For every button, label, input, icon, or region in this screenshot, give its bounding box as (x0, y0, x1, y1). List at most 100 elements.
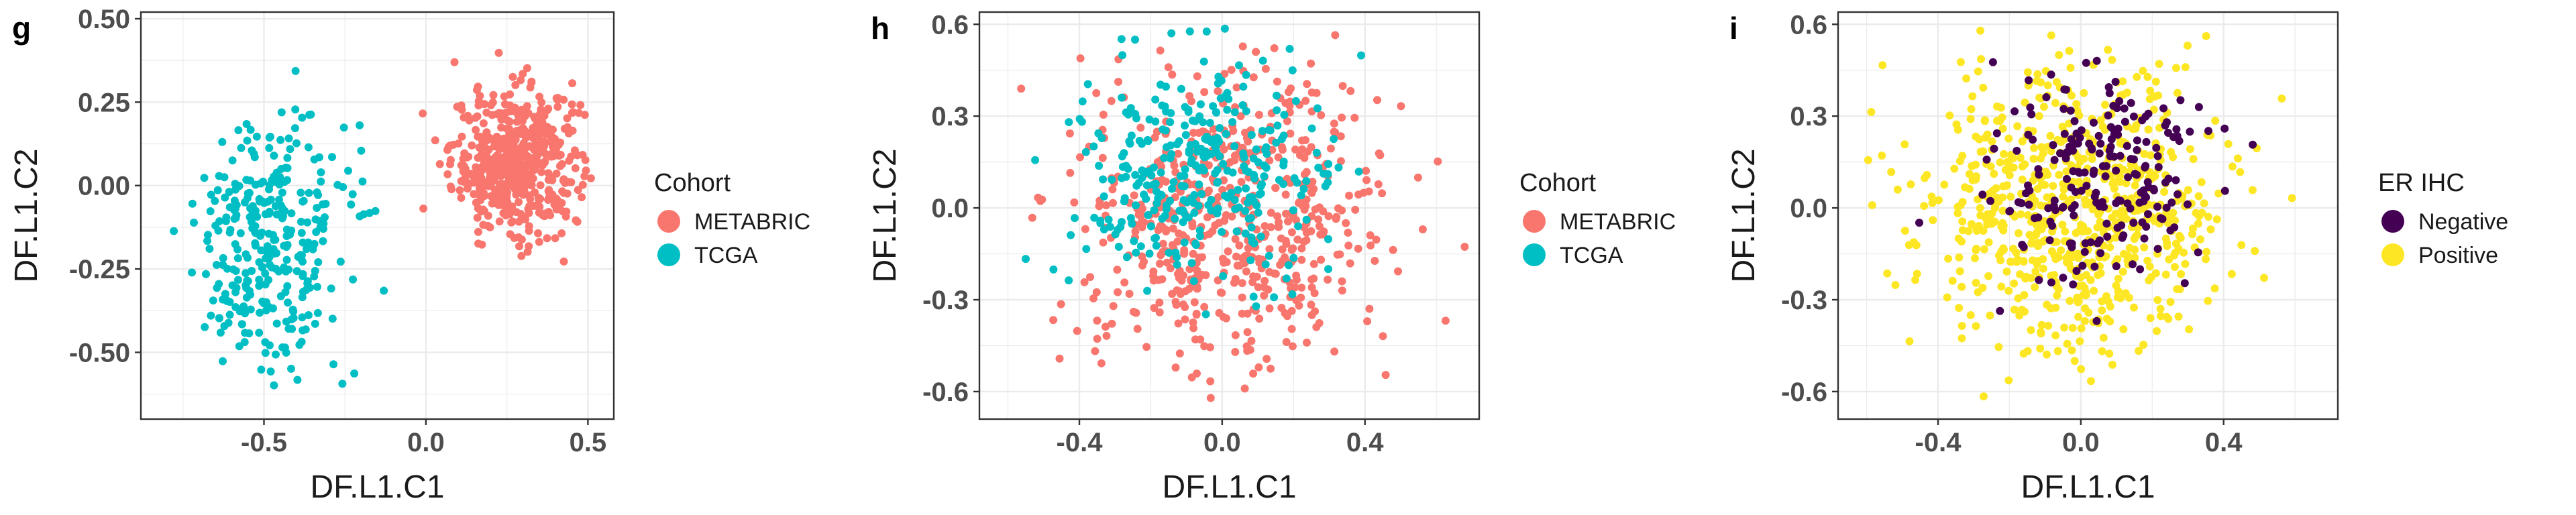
point-tcga (297, 229, 306, 237)
point-tcga (206, 207, 215, 215)
point-metabric (549, 133, 557, 142)
point-tcga (1187, 194, 1196, 203)
point-negative (2129, 112, 2138, 121)
point-tcga (1218, 227, 1226, 236)
point-metabric (1130, 191, 1138, 200)
point-metabric (497, 123, 506, 132)
point-tcga (319, 200, 327, 209)
point-positive (1962, 74, 1971, 82)
point-tcga (269, 245, 278, 253)
point-tcga (282, 243, 290, 251)
point-positive (1986, 162, 1995, 171)
point-metabric (1109, 302, 1118, 310)
point-metabric (1187, 97, 1195, 105)
point-tcga (1179, 208, 1188, 217)
point-metabric (1238, 293, 1246, 302)
point-negative (2184, 200, 2192, 209)
point-positive (2171, 64, 2180, 72)
point-tcga (1239, 149, 1248, 158)
point-metabric (1066, 168, 1075, 177)
point-metabric (563, 114, 572, 123)
point-tcga (1138, 139, 1146, 148)
point-metabric (1270, 44, 1279, 52)
point-positive (1976, 148, 1985, 156)
point-tcga (1095, 162, 1104, 170)
point-metabric (1274, 153, 1283, 162)
point-tcga (1265, 251, 1273, 260)
point-tcga (1124, 164, 1132, 173)
point-positive (2288, 194, 2296, 203)
point-tcga (1256, 232, 1265, 241)
point-tcga (1144, 137, 1152, 146)
point-metabric (1136, 123, 1145, 132)
point-metabric (508, 72, 517, 81)
point-positive (2039, 149, 2047, 158)
point-tcga (291, 105, 300, 114)
point-negative (2092, 317, 2101, 325)
point-metabric (1287, 325, 1296, 333)
point-metabric (1315, 319, 1324, 327)
point-metabric (447, 185, 455, 194)
point-metabric (555, 205, 564, 214)
point-metabric (1309, 274, 1318, 283)
point-positive (2111, 233, 2120, 242)
point-positive (2047, 31, 2055, 40)
point-negative (2094, 239, 2102, 247)
point-positive (1999, 182, 2008, 190)
point-positive (2151, 77, 2160, 86)
point-metabric (1114, 288, 1122, 296)
point-positive (2153, 296, 2162, 304)
point-positive (1972, 132, 1980, 141)
point-positive (1878, 61, 1887, 70)
point-positive (2113, 255, 2122, 264)
point-positive (2031, 267, 2040, 276)
point-tcga (248, 202, 257, 211)
point-tcga (1169, 178, 1178, 186)
point-negative (2006, 207, 2015, 215)
point-negative (2058, 203, 2067, 212)
point-tcga (1219, 160, 1228, 168)
point-positive (2044, 321, 2053, 330)
point-negative (2186, 127, 2194, 136)
point-tcga (1099, 175, 1108, 184)
point-tcga (219, 253, 227, 262)
point-metabric (1098, 154, 1107, 162)
point-tcga (266, 367, 275, 376)
point-metabric (1107, 97, 1116, 105)
point-metabric (530, 166, 539, 174)
point-tcga (313, 308, 322, 317)
point-positive (1957, 334, 1966, 343)
point-negative (2063, 174, 2071, 183)
point-metabric (1366, 241, 1375, 250)
point-tcga (1232, 227, 1241, 236)
point-positive (2021, 274, 2030, 283)
point-tcga (261, 280, 270, 289)
point-tcga (1181, 165, 1189, 174)
point-metabric (1261, 64, 1270, 73)
point-negative (2164, 174, 2173, 183)
point-metabric (455, 186, 464, 194)
point-metabric (499, 209, 508, 217)
point-positive (2039, 264, 2047, 273)
point-metabric (1108, 185, 1117, 194)
point-metabric (464, 179, 473, 188)
point-positive (2139, 341, 2148, 349)
point-metabric (551, 234, 559, 243)
point-tcga (250, 150, 258, 158)
point-positive (2068, 91, 2076, 100)
point-metabric (514, 148, 523, 157)
point-metabric (1049, 316, 1058, 325)
point-metabric (1255, 314, 1264, 323)
point-metabric (1338, 206, 1346, 215)
point-metabric (1303, 80, 1311, 89)
point-metabric (559, 188, 568, 197)
plot-area (1838, 12, 2338, 419)
point-tcga (213, 284, 221, 292)
point-tcga (1223, 166, 1232, 175)
point-negative (2059, 105, 2068, 113)
point-negative (2069, 280, 2078, 289)
point-metabric (547, 172, 556, 181)
point-metabric (586, 174, 595, 182)
point-negative (2105, 89, 2114, 97)
point-negative (2142, 223, 2151, 231)
